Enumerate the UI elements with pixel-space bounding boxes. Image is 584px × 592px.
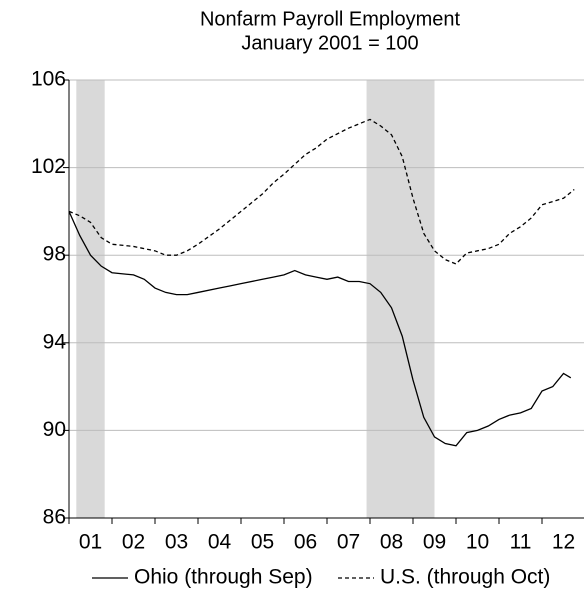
y-tick-label: 94: [43, 330, 67, 353]
recession-band: [366, 80, 435, 518]
chart-subtitle: January 2001 = 100: [241, 32, 418, 54]
y-tick-label: 102: [31, 155, 66, 178]
legend-label: U.S. (through Oct): [380, 566, 550, 589]
x-tick-label: 05: [251, 531, 274, 554]
x-tick-label: 07: [337, 531, 360, 554]
series-line: [68, 118, 575, 265]
y-tick-label: 90: [43, 418, 66, 441]
y-tick-label: 86: [43, 506, 66, 529]
x-tick-label: 10: [466, 531, 489, 554]
x-tick-label: 06: [294, 531, 317, 554]
x-tick-label: 11: [510, 531, 532, 554]
x-tick-label: 02: [122, 531, 145, 554]
chart-title: Nonfarm Payroll Employment: [200, 8, 461, 30]
legend-label: Ohio (through Sep): [134, 566, 313, 589]
series-line: [68, 211, 572, 447]
x-tick-label: 03: [165, 531, 188, 554]
x-tick-label: 08: [380, 531, 403, 554]
x-tick-label: 09: [423, 531, 446, 554]
x-tick-label: 01: [79, 531, 102, 554]
recession-band: [76, 80, 105, 518]
x-tick-label: 04: [208, 531, 232, 554]
y-tick-label: 106: [31, 68, 66, 91]
y-tick-label: 98: [43, 243, 66, 266]
x-tick-label: 12: [552, 531, 575, 554]
